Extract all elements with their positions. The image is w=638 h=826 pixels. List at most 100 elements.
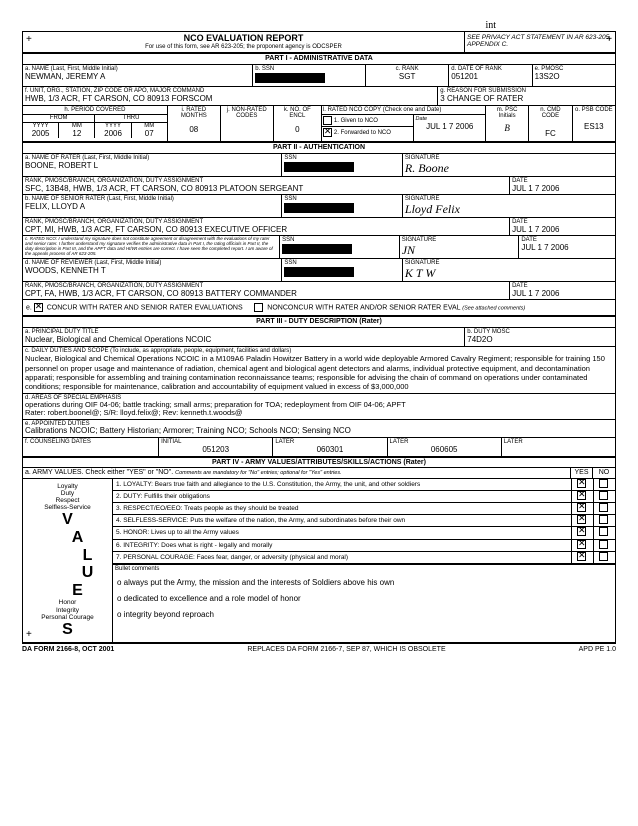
registration-mark: +	[606, 34, 612, 45]
concur-check[interactable]	[34, 303, 43, 312]
letter-e: E	[72, 582, 83, 600]
value-row-5: 5. HONOR: Lives up to all the Army value…	[113, 527, 571, 538]
daily-duties: Nuclear, Biological and Chemical Operati…	[25, 354, 613, 392]
ssn-redacted	[284, 267, 354, 277]
registration-mark: +	[26, 629, 32, 640]
form-subtitle: For use of this form, see AR 623-205; th…	[25, 44, 462, 51]
value-no-3[interactable]	[599, 503, 608, 512]
rater-name: BOONE, ROBERT L	[25, 162, 279, 171]
dor-value: 051201	[451, 73, 529, 82]
date2: JUL 1 7 2006	[512, 226, 613, 235]
part1-title: PART I - ADMINISTRATIVE DATA	[23, 53, 615, 65]
signature-label: SIGNATURE	[402, 237, 517, 244]
nonconcur-text: NONCONCUR WITH RATER AND/OR SENIOR RATER…	[267, 305, 460, 312]
value-no-7[interactable]	[599, 552, 608, 561]
ncocopy-label: l. RATED NCO COPY (Check one and Date)	[322, 106, 485, 116]
waiver-text: c. RATED NCO: I understand my signature …	[25, 237, 277, 256]
value-yes-5[interactable]	[577, 527, 586, 536]
psc-label: m. PSC Initials	[488, 107, 526, 120]
period-label: h. PERIOD COVERED	[23, 106, 167, 116]
given-to-nco-check[interactable]	[323, 116, 332, 125]
value-courage: Personal Courage	[41, 614, 93, 621]
bullet-2: o dedicated to excellence and a role mod…	[117, 591, 611, 607]
ssn-label: SSN	[282, 237, 397, 244]
value-no-1[interactable]	[599, 479, 608, 488]
thru-label: THRU	[95, 115, 166, 123]
replaces-note: REPLACES DA FORM 2166-7, SEP 87, WHICH I…	[247, 646, 445, 654]
value-yes-1[interactable]	[577, 479, 586, 488]
bullets-label: Bullet comments	[113, 565, 615, 574]
ssn-label: SSN	[284, 155, 400, 162]
from-y: 2005	[23, 130, 59, 139]
ssn-label: b. SSN	[255, 66, 363, 73]
psb-label: o. PSB CODE	[575, 107, 613, 114]
duty-title: Nuclear, Biological and Chemical Operati…	[25, 336, 462, 345]
from-label: FROM	[23, 115, 94, 123]
sr-name: FELIX, LLOYD A	[25, 203, 279, 212]
copy-date: JUL 1 7 2006	[414, 123, 484, 132]
nonrated-label: j. NON-RATED CODES	[223, 107, 271, 120]
value-loyalty: Loyalty	[44, 483, 91, 490]
psb-value: ES13	[575, 123, 613, 132]
rank-value: SGT	[368, 73, 446, 82]
value-no-6[interactable]	[599, 540, 608, 549]
value-row-6: 6. INTEGRITY: Does what is right - legal…	[113, 540, 571, 551]
rev-rank: CPT, FA, HWB, 1/3 ACR, FT CARSON, CO 809…	[25, 290, 507, 299]
name-value: NEWMAN, JEREMY A	[25, 73, 250, 82]
emphasis: operations during OIF 04-06; battle trac…	[25, 401, 613, 418]
value-yes-4[interactable]	[577, 515, 586, 524]
counseling-label: f. COUNSELING DATES	[25, 439, 156, 446]
initial-date: 051203	[161, 446, 270, 455]
value-yes-3[interactable]	[577, 503, 586, 512]
date4: JUL 1 7 2006	[512, 290, 613, 299]
value-no-4[interactable]	[599, 515, 608, 524]
encl-label: k. NO. OF ENCL	[276, 107, 319, 120]
rated-months: 08	[170, 126, 218, 135]
value-row-1: 1. LOYALTY: Bears true faith and allegia…	[113, 479, 571, 490]
form-number: DA FORM 2166-8, OCT 2001	[22, 646, 114, 654]
value-duty: Duty	[44, 490, 91, 497]
letter-u: U	[82, 564, 94, 582]
values-acronym-col: Loyalty Duty Respect Selfless-Service V …	[23, 479, 113, 643]
value-selfless: Selfless-Service	[44, 504, 91, 511]
sr-rank: CPT, MI, HWB, 1/3 ACR, FT CARSON, CO 809…	[25, 226, 507, 235]
part4a-note: Comments are mandatory for "No" entries;…	[175, 470, 341, 476]
cmd-label: n. CMD CODE	[531, 107, 569, 120]
thru-m: 07	[132, 130, 167, 139]
value-row-2: 2. DUTY: Fulfills their obligations	[113, 491, 571, 502]
value-yes-6[interactable]	[577, 540, 586, 549]
part4a-label: a. ARMY VALUES. Check either "YES" or "N…	[25, 469, 173, 476]
thru-y: 2006	[95, 130, 131, 139]
pmosc-value: 13S2O	[535, 73, 613, 82]
letter-a: A	[72, 529, 84, 547]
nonconcur-check[interactable]	[254, 303, 263, 312]
rater-rank: SFC, 13B48, HWB, 1/3 ACR, FT CARSON, CO …	[25, 185, 507, 194]
encl-value: 0	[276, 126, 319, 135]
registration-mark: +	[26, 34, 32, 45]
letter-s: S	[62, 621, 73, 639]
value-yes-7[interactable]	[577, 552, 586, 561]
bullet-3: o integrity beyond reproach	[117, 607, 611, 623]
from-m: 12	[59, 130, 94, 139]
bullet-1: o always put the Army, the mission and t…	[117, 575, 611, 591]
appointed: Calibrations NCOIC; Battery Historian; A…	[25, 427, 613, 436]
value-row-7: 7. PERSONAL COURAGE: Faces fear, danger,…	[113, 552, 571, 563]
ssn-redacted	[284, 162, 354, 172]
forwarded-check[interactable]	[323, 128, 332, 137]
letter-l: L	[83, 547, 93, 565]
value-yes-2[interactable]	[577, 491, 586, 500]
value-no-5[interactable]	[599, 527, 608, 536]
privacy-notice: SEE PRIVACY ACT STATEMENT IN AR 623-205,…	[465, 32, 615, 52]
signature-label: SIGNATURE	[405, 260, 613, 267]
cmd-value: FC	[531, 130, 569, 139]
daily-duties-label: c. DAILY DUTIES AND SCOPE (To include, a…	[25, 348, 613, 355]
later-label: LATER	[504, 439, 613, 446]
rev-name: WOODS, KENNETH T	[25, 267, 279, 276]
value-honor: Honor	[41, 599, 93, 606]
copy2-label: 2. Forwarded to NCO	[334, 131, 391, 137]
value-no-2[interactable]	[599, 491, 608, 500]
part2-title: PART II - AUTHENTICATION	[23, 142, 615, 154]
value-respect: Respect	[44, 497, 91, 504]
sr-signature: Lloyd Felix	[405, 203, 613, 216]
ssn-redacted	[282, 244, 352, 254]
